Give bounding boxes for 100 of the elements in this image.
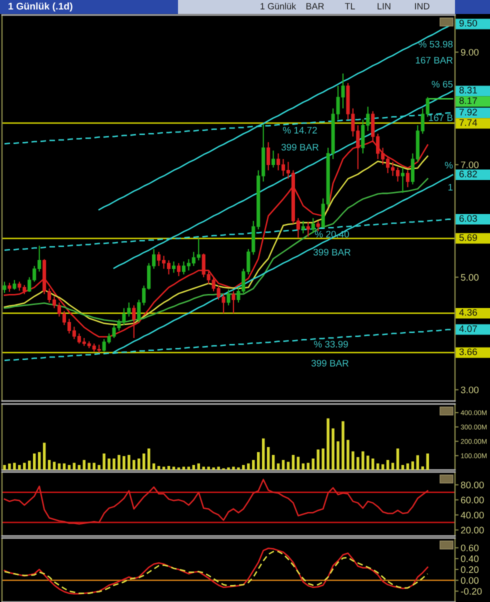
bar xyxy=(3,464,6,470)
candlestick xyxy=(226,289,230,306)
bar xyxy=(416,455,420,470)
candlestick xyxy=(316,220,320,232)
y-tick-label: 9.00 xyxy=(461,48,479,56)
bar xyxy=(202,466,205,470)
bar xyxy=(88,462,90,470)
candlestick xyxy=(311,218,315,233)
bar xyxy=(332,428,334,470)
bar xyxy=(316,449,320,470)
y-tick-label: 0.00 xyxy=(460,577,479,584)
ref-line-label: 4.36 xyxy=(459,309,477,316)
bar xyxy=(326,418,330,470)
bar xyxy=(62,463,66,470)
annotation: 399 BAR xyxy=(311,360,348,367)
bar xyxy=(18,464,21,470)
bar xyxy=(172,466,176,470)
bar xyxy=(128,454,130,470)
bar xyxy=(362,451,364,470)
bar xyxy=(78,464,81,470)
bar xyxy=(322,448,324,470)
bar xyxy=(237,467,240,470)
candlestick xyxy=(272,150,276,168)
bar xyxy=(13,462,16,470)
text: LIN xyxy=(378,3,390,10)
bar xyxy=(68,464,71,470)
annotation: 399 BAR xyxy=(313,248,350,256)
bar xyxy=(401,464,404,470)
bar xyxy=(157,466,160,470)
bar xyxy=(252,460,255,470)
y-tick-label: 0.60 xyxy=(460,544,479,552)
bar xyxy=(132,460,136,470)
bar xyxy=(276,463,280,470)
line-series xyxy=(4,478,428,525)
y-tick-label: 60.00 xyxy=(461,496,484,504)
bar xyxy=(118,454,120,470)
bar xyxy=(102,454,106,470)
bar xyxy=(28,460,31,470)
bar xyxy=(242,464,245,470)
candlestick xyxy=(172,260,176,274)
ref-line-label: 7.74 xyxy=(459,119,478,126)
bar xyxy=(162,466,166,470)
annotation: 1 xyxy=(448,184,453,190)
annotation: % xyxy=(444,162,453,168)
candlestick xyxy=(232,290,236,314)
bar xyxy=(138,458,140,470)
chart-title: 1 Günlük (.1d) xyxy=(8,2,72,12)
bar xyxy=(356,457,360,470)
y-tick-label: 20.00 xyxy=(461,526,484,534)
candlestick xyxy=(2,281,6,294)
bar xyxy=(38,452,41,470)
bar xyxy=(8,464,11,470)
bar xyxy=(247,463,250,470)
y-tick-label: 80.00 xyxy=(460,482,484,488)
bar xyxy=(292,454,295,470)
data-label: 7.92 xyxy=(459,108,477,116)
bar xyxy=(207,466,210,470)
ref-line-label: 5.69 xyxy=(459,234,477,241)
y-tick-label: 7.00 xyxy=(461,162,479,168)
bar xyxy=(32,454,36,470)
bar xyxy=(182,466,186,470)
annotation: 167 BAR xyxy=(416,56,453,64)
bar xyxy=(296,456,300,470)
bar xyxy=(48,460,51,470)
bar xyxy=(282,460,285,470)
bar xyxy=(212,467,215,470)
text: IND xyxy=(415,3,430,10)
text: 1 Günlük xyxy=(260,2,296,10)
bar xyxy=(371,458,374,470)
bar xyxy=(142,454,146,470)
annotation: % 53.98 xyxy=(418,40,453,48)
bar xyxy=(366,456,370,470)
bar xyxy=(421,466,424,470)
bar xyxy=(112,458,116,470)
bar xyxy=(232,466,235,470)
bar xyxy=(98,464,100,470)
bar xyxy=(266,447,270,470)
data-label: 6.03 xyxy=(459,215,477,222)
bar xyxy=(396,448,400,470)
annotation: % 33.99 xyxy=(314,340,348,348)
bar xyxy=(272,454,275,470)
candlestick xyxy=(301,220,305,234)
y-tick-label: 3.00 xyxy=(460,386,479,394)
data-label: 6.82 xyxy=(459,170,477,178)
data-label: 8.17 xyxy=(459,97,477,104)
bar xyxy=(92,462,96,470)
text: TL xyxy=(344,3,355,10)
y-tick-label: 5.00 xyxy=(460,274,479,281)
data-label: 9.50 xyxy=(459,20,478,27)
bar xyxy=(167,466,170,470)
bar xyxy=(342,421,344,470)
bar xyxy=(58,463,61,470)
bar xyxy=(227,467,230,470)
bar xyxy=(82,460,86,470)
annotation: % 65 xyxy=(432,80,453,88)
bar xyxy=(257,452,260,470)
ref-line-label: 3.66 xyxy=(459,348,477,356)
bar xyxy=(197,463,200,470)
candlestick xyxy=(406,170,410,188)
bar xyxy=(406,463,410,470)
